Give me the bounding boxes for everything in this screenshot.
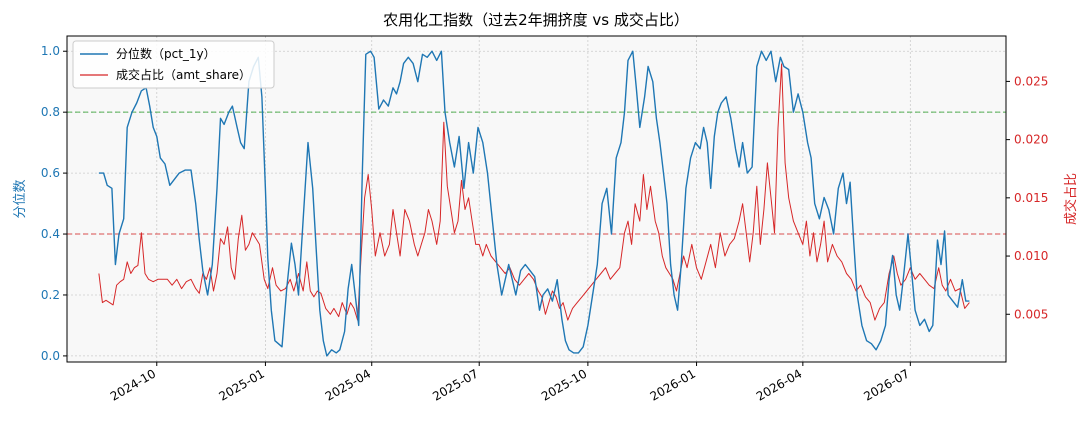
- legend-label-amt: 成交占比（amt_share）: [116, 67, 251, 82]
- y-right-tick-label: 0.005: [1014, 307, 1048, 321]
- y-axis-right-label: 成交占比: [1063, 173, 1079, 225]
- y-left-tick-label: 0.6: [41, 166, 60, 180]
- y-left-tick-label: 0.0: [41, 349, 60, 363]
- y-left-tick-label: 0.4: [41, 227, 60, 241]
- y-axis-right: 0.005 0.010 0.015 0.020 0.025: [1006, 74, 1048, 321]
- plot-area: [67, 36, 1006, 362]
- y-left-tick-label: 0.2: [41, 288, 60, 302]
- chart-title: 农用化工指数（过去2年拥挤度 vs 成交占比）: [383, 11, 689, 29]
- legend-label-pct: 分位数（pct_1y）: [116, 46, 216, 61]
- y-left-tick-label: 0.8: [41, 105, 60, 119]
- series-lines: [98, 50, 970, 357]
- y-right-tick-label: 0.015: [1014, 191, 1048, 205]
- y-right-tick-label: 0.025: [1014, 74, 1048, 88]
- y-left-tick-label: 1.0: [41, 44, 60, 58]
- series-line-amt-share: [98, 63, 970, 321]
- series-line-pct-1y: [98, 50, 970, 357]
- legend-box: [72, 40, 275, 89]
- y-axis-left: 0.0 0.2 0.4 0.6 0.8 1.0: [41, 44, 67, 363]
- plot-frame: [66, 35, 1007, 363]
- y-right-tick-label: 0.020: [1014, 133, 1048, 147]
- y-axis-left-label: 分位数: [13, 179, 28, 218]
- y-right-tick-label: 0.010: [1014, 249, 1048, 263]
- reference-lines: [67, 111, 1006, 235]
- legend: 分位数（pct_1y） 成交占比（amt_share）: [72, 40, 275, 89]
